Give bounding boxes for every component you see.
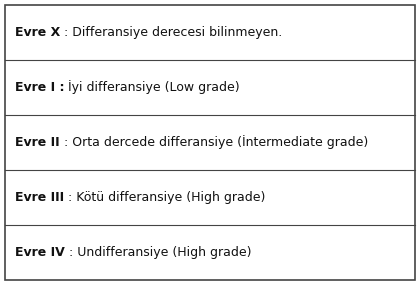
Text: Evre X: Evre X [15,26,60,39]
Text: Evre IV: Evre IV [15,246,65,259]
Text: : Kötü differansiye (High grade): : Kötü differansiye (High grade) [64,191,265,204]
Text: Evre III: Evre III [15,191,64,204]
Text: Evre I :: Evre I : [15,81,65,94]
Text: İyi differansiye (Low grade): İyi differansiye (Low grade) [65,81,240,95]
Text: : Undifferansiye (High grade): : Undifferansiye (High grade) [65,246,251,259]
Text: Evre II: Evre II [15,136,60,149]
Text: : Differansiye derecesi bilinmeyen.: : Differansiye derecesi bilinmeyen. [60,26,283,39]
Text: : Orta dercede differansiye (İntermediate grade): : Orta dercede differansiye (İntermediat… [60,135,368,150]
